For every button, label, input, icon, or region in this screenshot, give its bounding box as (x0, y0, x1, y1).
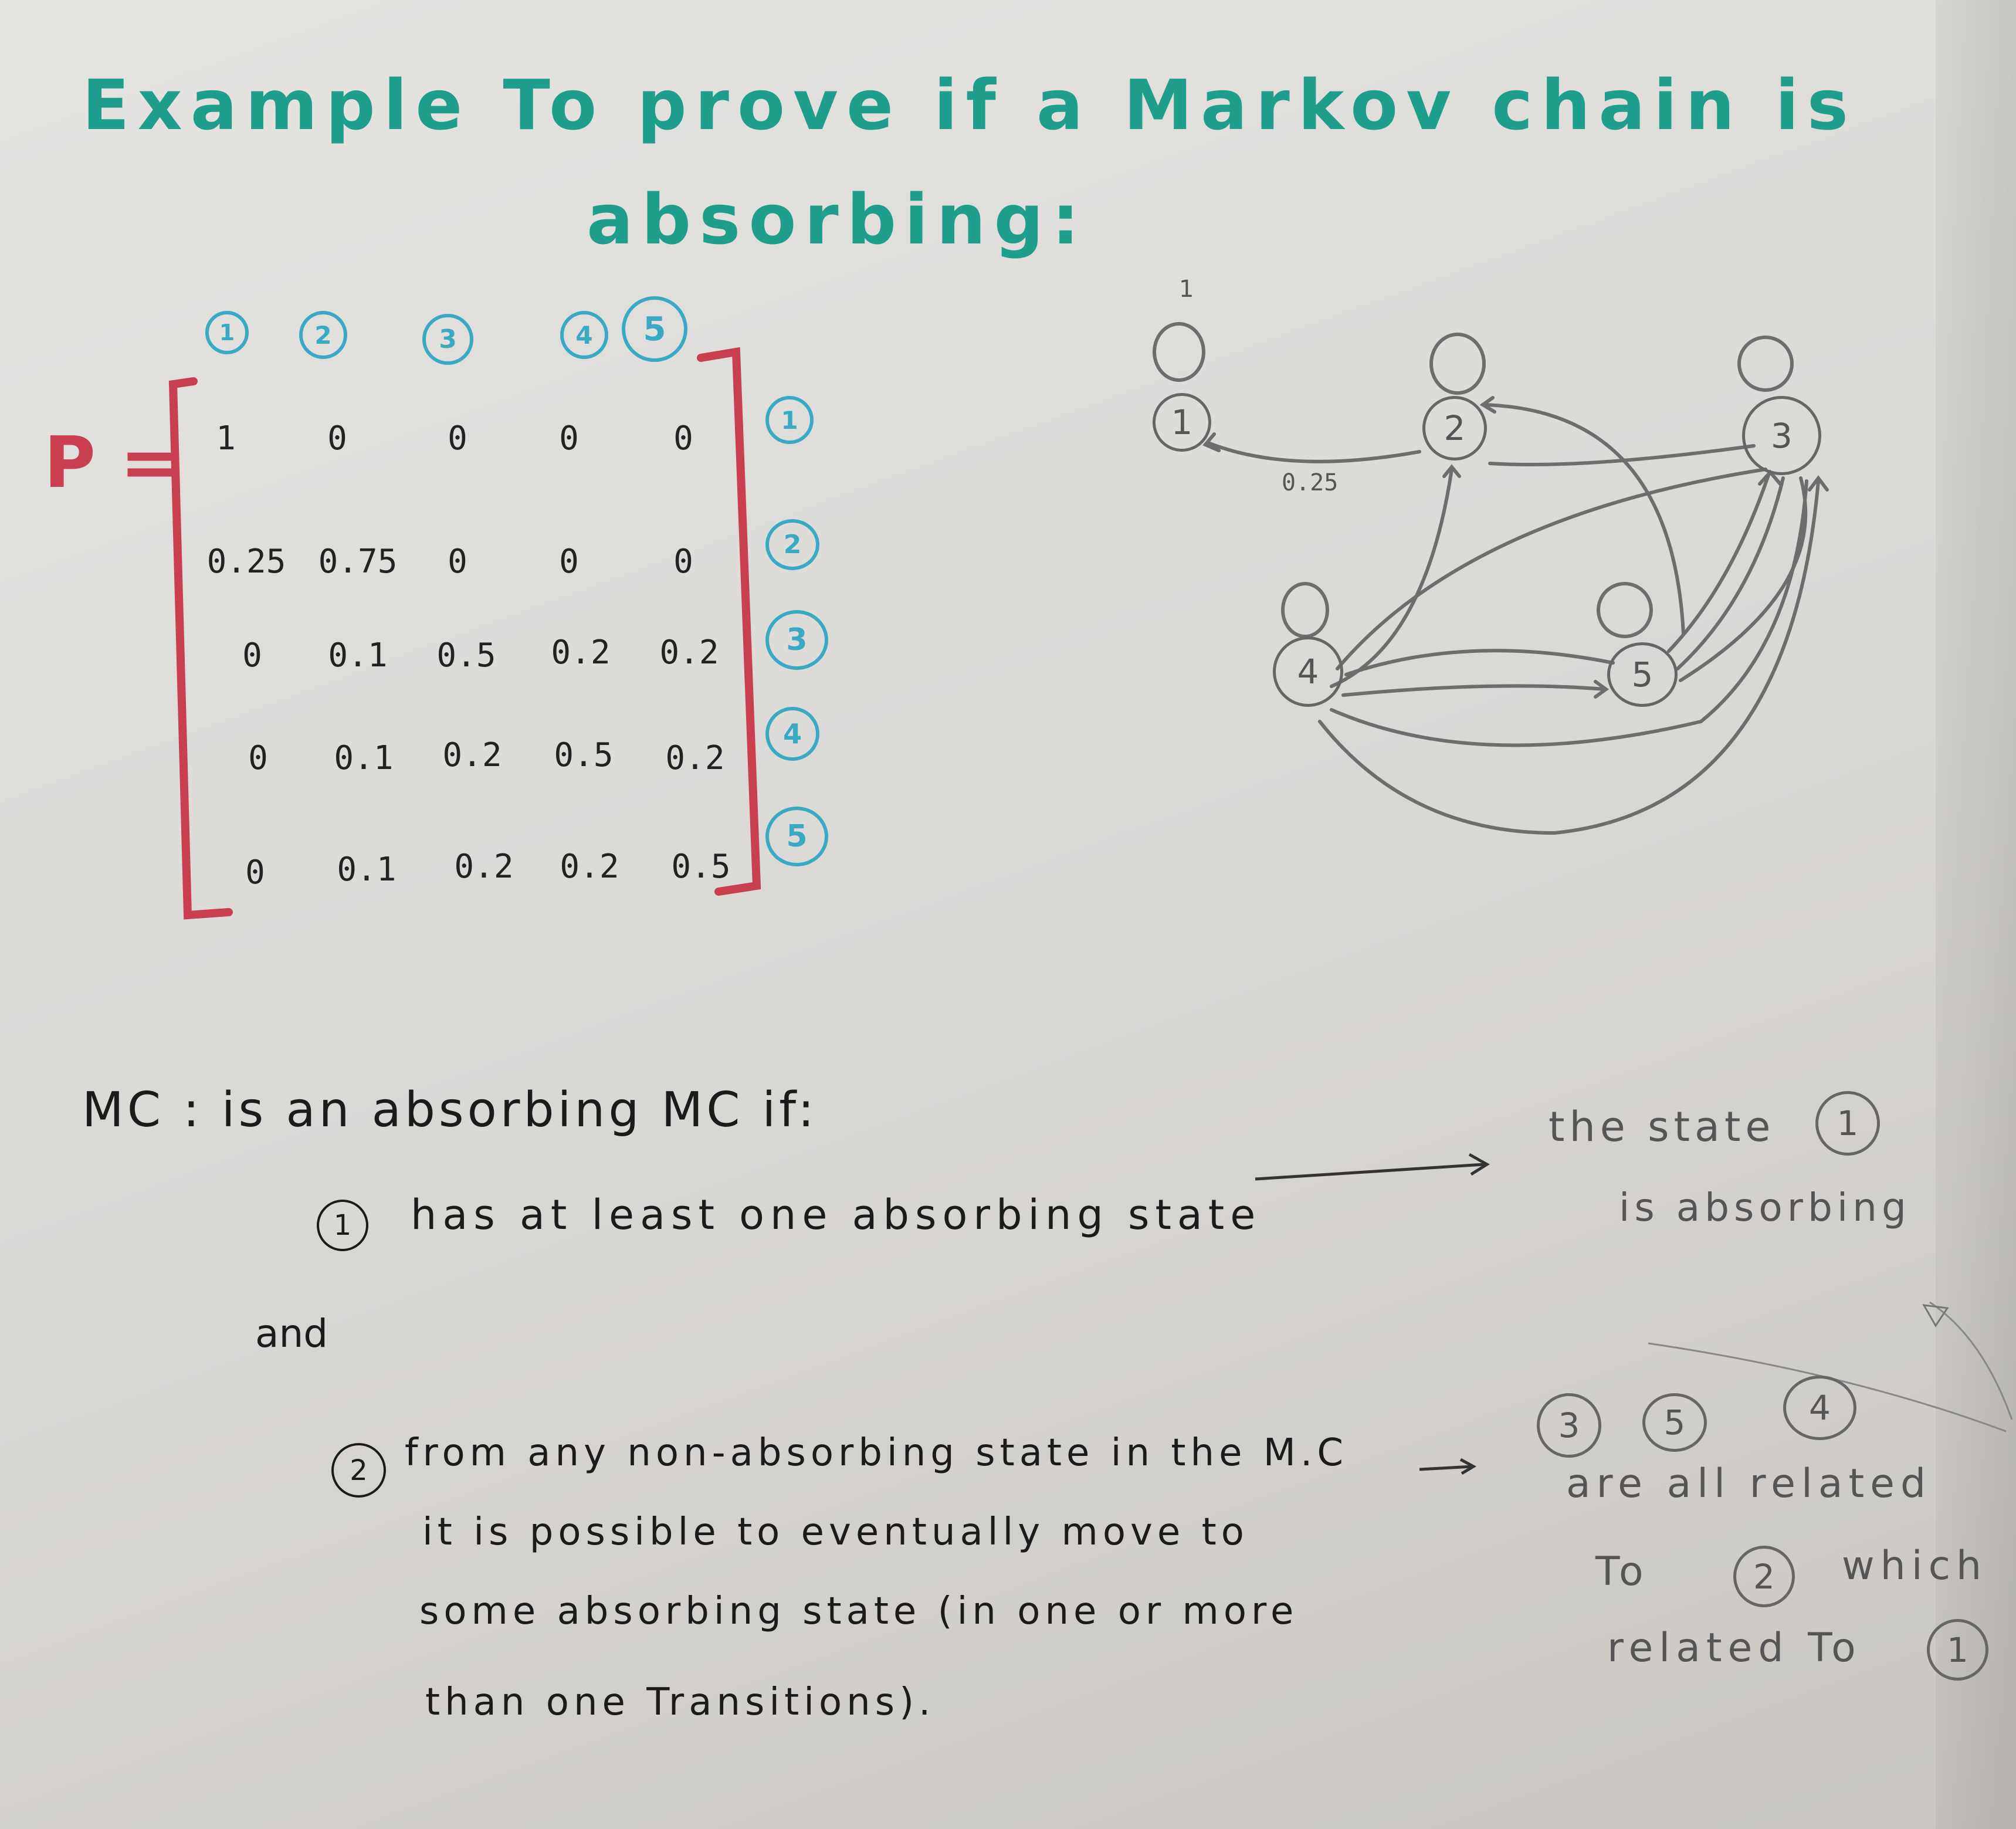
note-2-line-3-pre: related To (1607, 1625, 1862, 1671)
matrix-cell: 0.5 (554, 736, 614, 774)
matrix-cell: 0.2 (454, 848, 514, 886)
definition-heading: MC : is an absorbing MC if: (82, 1082, 818, 1138)
matrix-cell: 0.1 (337, 851, 397, 889)
self-loop-5 (1597, 582, 1653, 638)
condition-2-line-1: from any non-absorbing state in the M.C (405, 1431, 1348, 1475)
row-label-1: 1 (765, 396, 814, 444)
edge-4-to-5 (1341, 684, 1606, 697)
edge-4-to-3-b (1318, 479, 1820, 835)
matrix-cell: 0.75 (318, 543, 398, 581)
matrix-cell: 0 (559, 419, 579, 458)
edge-2-to-1 (1207, 441, 1421, 463)
matrix-cell: 0 (448, 419, 467, 458)
condition-1-number: 1 (317, 1200, 368, 1251)
matrix-cell: 0.25 (206, 543, 286, 581)
matrix-cell: 0 (327, 419, 347, 458)
edge-3-to-4 (1330, 479, 1808, 747)
matrix-cell: 0.2 (442, 736, 502, 774)
row-label-2: 2 (765, 519, 819, 570)
column-label-3: 3 (422, 314, 473, 365)
note-2-state-4: 4 (1783, 1376, 1856, 1440)
note-2-line-1: are all related (1566, 1461, 1932, 1507)
row-label-3: 3 (765, 610, 828, 670)
matrix-cell: 0 (245, 853, 265, 892)
self-loop-label: 1 (1179, 276, 1194, 303)
edge-5-to-3-b (1676, 476, 1785, 670)
matrix-cell: 0 (248, 739, 268, 777)
note-2-line-2-state: 2 (1733, 1546, 1795, 1607)
matrix-cell: 0 (673, 419, 693, 458)
self-loop-3 (1737, 336, 1794, 392)
edge-5-to-2 (1482, 403, 1685, 635)
state-node-5: 5 (1607, 642, 1678, 707)
title-line-1: Example To prove if a Markov chain is (82, 65, 1857, 145)
edge-5-to-3-a (1667, 473, 1770, 653)
matrix-cell: 0.1 (328, 636, 388, 675)
column-label-5: 5 (622, 296, 687, 362)
row-label-4: 4 (765, 707, 819, 761)
matrix-cell: 0.2 (659, 634, 719, 672)
column-label-1: 1 (205, 311, 249, 354)
row-label-5: 5 (765, 807, 828, 866)
connector-and: and (255, 1311, 328, 1356)
edge-4-to-3 (1336, 468, 1767, 670)
edge-label-2-1: 0.25 (1282, 469, 1339, 496)
note-2-line-2-pre: To (1595, 1549, 1649, 1595)
condition-2-line-2: it is possible to eventually move to (422, 1510, 1249, 1554)
self-loop-1 (1153, 322, 1205, 382)
state-node-1: 1 (1153, 393, 1211, 452)
state-node-4: 4 (1273, 636, 1343, 707)
matrix-cell: 0 (242, 636, 262, 675)
note-2-line-2-post: which (1842, 1543, 1988, 1589)
state-node-3: 3 (1742, 396, 1821, 475)
state-node-2: 2 (1422, 396, 1487, 460)
matrix-cell: 0.2 (665, 739, 725, 777)
condition-2-line-4: than one Transitions). (425, 1681, 936, 1724)
matrix-cell: 0 (559, 543, 579, 581)
edge-3-to-2 (1488, 444, 1756, 466)
matrix-cell: 0.1 (334, 739, 394, 777)
matrix-label: P = (44, 422, 179, 504)
column-label-2: 2 (299, 311, 347, 359)
note-2-state-3: 3 (1537, 1393, 1601, 1458)
note-1-state: 1 (1815, 1091, 1880, 1156)
matrix-cell: 0.2 (551, 634, 611, 672)
edge-5-to-4 (1344, 649, 1615, 676)
condition-2-line-3: some absorbing state (in one or more (419, 1590, 1299, 1633)
title-line-2: absorbing: (587, 179, 1088, 260)
note-2-state-5: 5 (1642, 1393, 1707, 1452)
matrix-cell: 0 (448, 543, 467, 581)
note-1-line-2: is absorbing (1619, 1185, 1911, 1230)
matrix-cell: 0.2 (560, 848, 619, 886)
self-loop-2 (1429, 333, 1486, 395)
note-2-line-3-state: 1 (1927, 1619, 1988, 1681)
condition-1-text: has at least one absorbing state (411, 1191, 1262, 1239)
column-label-4: 4 (560, 311, 608, 359)
matrix-cell: 0 (673, 543, 693, 581)
matrix-cell: 1 (216, 419, 236, 458)
condition-2-number: 2 (331, 1443, 386, 1498)
matrix-cell: 0.5 (436, 636, 496, 675)
matrix-cell: 0.5 (671, 848, 731, 886)
note-1-line-1: the state (1549, 1103, 1776, 1151)
page-edge-shadow (1936, 0, 2016, 1829)
